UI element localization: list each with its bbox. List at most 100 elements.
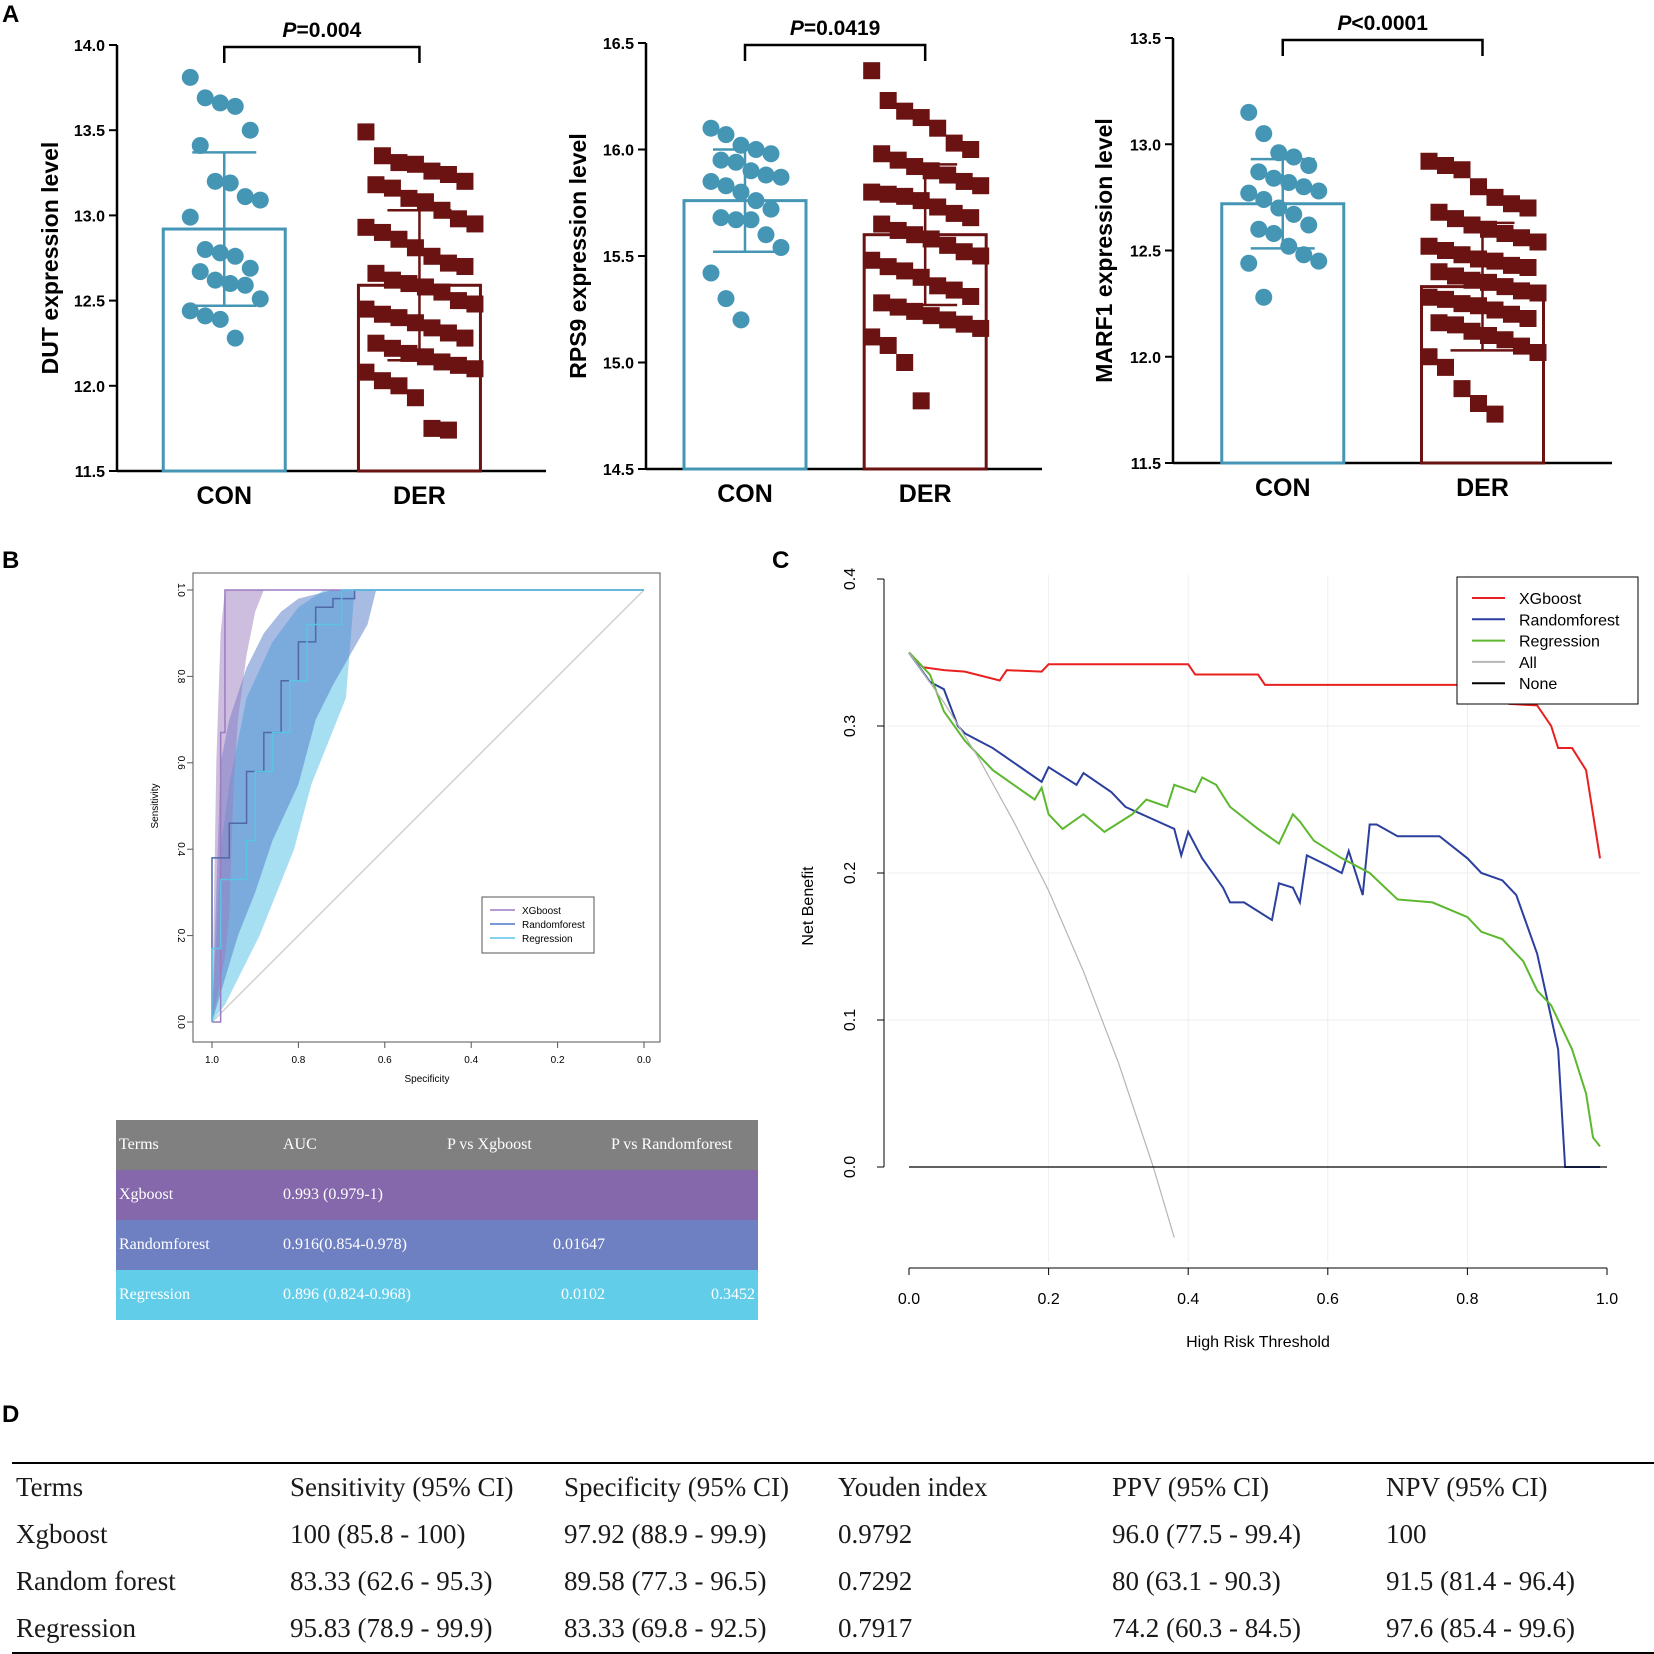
der-data-point (939, 311, 957, 329)
der-data-point (1463, 271, 1481, 289)
der-data-point (1512, 282, 1530, 300)
auc-cell-auc: 0.896 (0.824-0.968) (283, 1286, 411, 1303)
der-data-point (439, 166, 457, 184)
der-data-point (922, 230, 940, 248)
der-data-point (1446, 316, 1464, 334)
x-axis-label: Specificity (404, 1074, 449, 1085)
der-data-point (1496, 278, 1514, 296)
auc-cell-p-xgboost (444, 1170, 608, 1220)
der-data-point (873, 294, 891, 312)
der-data-point (1486, 252, 1504, 270)
x-tick-label: 0.4 (464, 1055, 478, 1066)
der-data-point (416, 278, 434, 296)
der-data-point (1529, 284, 1547, 302)
con-data-point (206, 271, 224, 289)
con-data-point (221, 174, 239, 192)
der-data-point (373, 147, 391, 165)
randomforest-ci-band (212, 590, 644, 1022)
metrics-cell: 0.7292 (838, 1566, 913, 1596)
metrics-cell: 97.92 (88.9 - 99.9) (564, 1519, 767, 1549)
der-data-point (962, 141, 980, 158)
metrics-cell: 91.5 (81.4 - 96.4) (1386, 1566, 1575, 1596)
der-data-point (889, 298, 907, 316)
auc-row-regression: Regression 0.896 (0.824-0.968) 0.0102 0.… (116, 1270, 758, 1320)
marf1-expression-chart: 11.5 12.0 12.5 13.0 13.5 MARF1 expression lev… (1091, 12, 1612, 502)
xgboost-roc-line (212, 589, 644, 1023)
metrics-header-npv: NPV (95% CI) (1386, 1472, 1548, 1502)
der-data-point (863, 183, 881, 201)
con-data-point (1300, 216, 1318, 234)
con-data-point (1240, 254, 1258, 272)
x-tick-label: 0.6 (378, 1055, 392, 1066)
con-data-point (717, 177, 735, 195)
y-tick-label: 11.5 (1131, 456, 1161, 473)
con-data-point (221, 275, 239, 293)
y-tick-label: 15.5 (603, 249, 634, 266)
metrics-table: Terms Sensitivity (95% CI) Specificity (… (12, 1462, 1654, 1654)
randomforest-legend-label: Randomforest (522, 920, 585, 931)
der-data-point (449, 210, 467, 228)
der-data-point (373, 372, 391, 390)
der-data-point (439, 421, 457, 439)
rps9-expression-chart: 14.5 15.0 15.5 16.0 16.5 RPS9 expression leve… (565, 17, 1042, 508)
regression-roc-line (211, 589, 644, 1022)
der-data-point (1486, 301, 1504, 319)
con-data-point (1250, 220, 1268, 238)
der-data-point (1469, 250, 1487, 268)
auc-header-terms: Terms (119, 1136, 159, 1153)
con-data-point (702, 264, 720, 282)
con-data-point (742, 162, 760, 180)
metrics-cell: 83.33 (69.8 - 92.5) (564, 1613, 767, 1643)
metrics-cell: 0.7917 (838, 1613, 913, 1643)
con-data-point (241, 121, 259, 139)
der-data-point (1420, 152, 1438, 170)
y-axis-label: Sensitivity (150, 783, 161, 828)
con-data-point (196, 307, 214, 325)
metrics-cell: 97.6 (85.4 - 99.6) (1386, 1613, 1575, 1643)
con-data-point (772, 168, 790, 186)
con-data-point (772, 238, 790, 256)
y-tick-label: 0.4 (175, 842, 186, 856)
x-tick-label: DER (393, 482, 446, 510)
der-data-point (1420, 288, 1438, 306)
der-data-point (1430, 203, 1448, 221)
der-data-point (929, 277, 947, 295)
p-value-label: P=0.0419 (790, 17, 881, 40)
none-legend-label: None (1519, 676, 1557, 693)
x-tick-label: 1.0 (1596, 1291, 1618, 1308)
der-data-point (929, 119, 947, 137)
der-data-point (357, 218, 375, 236)
panel-label-b: B (2, 547, 19, 574)
con-data-point (757, 166, 775, 184)
con-data-point (1240, 184, 1258, 202)
con-data-point (181, 68, 199, 86)
con-data-point (1265, 225, 1283, 242)
der-data-point (912, 192, 930, 210)
der-data-point (373, 305, 391, 323)
der-data-point (1469, 178, 1487, 196)
der-data-point (423, 319, 441, 337)
der-data-point (1453, 295, 1471, 313)
x-tick-label: 0.2 (551, 1055, 565, 1066)
y-tick-label: 13.5 (74, 123, 105, 140)
con-data-point (702, 172, 720, 190)
con-data-point (727, 153, 745, 171)
der-data-point (1436, 358, 1454, 376)
con-data-point (1255, 191, 1273, 208)
der-data-point (889, 221, 907, 239)
auc-cell-auc: 0.993 (0.979-1) (283, 1186, 383, 1203)
plot-frame (192, 572, 661, 1043)
metrics-header-youden: Youden index (838, 1472, 988, 1502)
y-tick-label: 0.0 (175, 1015, 186, 1029)
der-data-point (972, 177, 990, 195)
x-tick-label: 0.2 (1037, 1291, 1059, 1308)
auc-header-auc: AUC (283, 1136, 317, 1153)
der-data-point (367, 176, 385, 194)
y-tick-label: 0.1 (842, 1009, 859, 1031)
der-data-point (896, 102, 914, 120)
con-data-point (1250, 163, 1268, 181)
auc-header-p-randomforest: P vs Randomforest (611, 1136, 733, 1153)
con-data-point (181, 208, 199, 226)
der-data-point (466, 215, 484, 233)
